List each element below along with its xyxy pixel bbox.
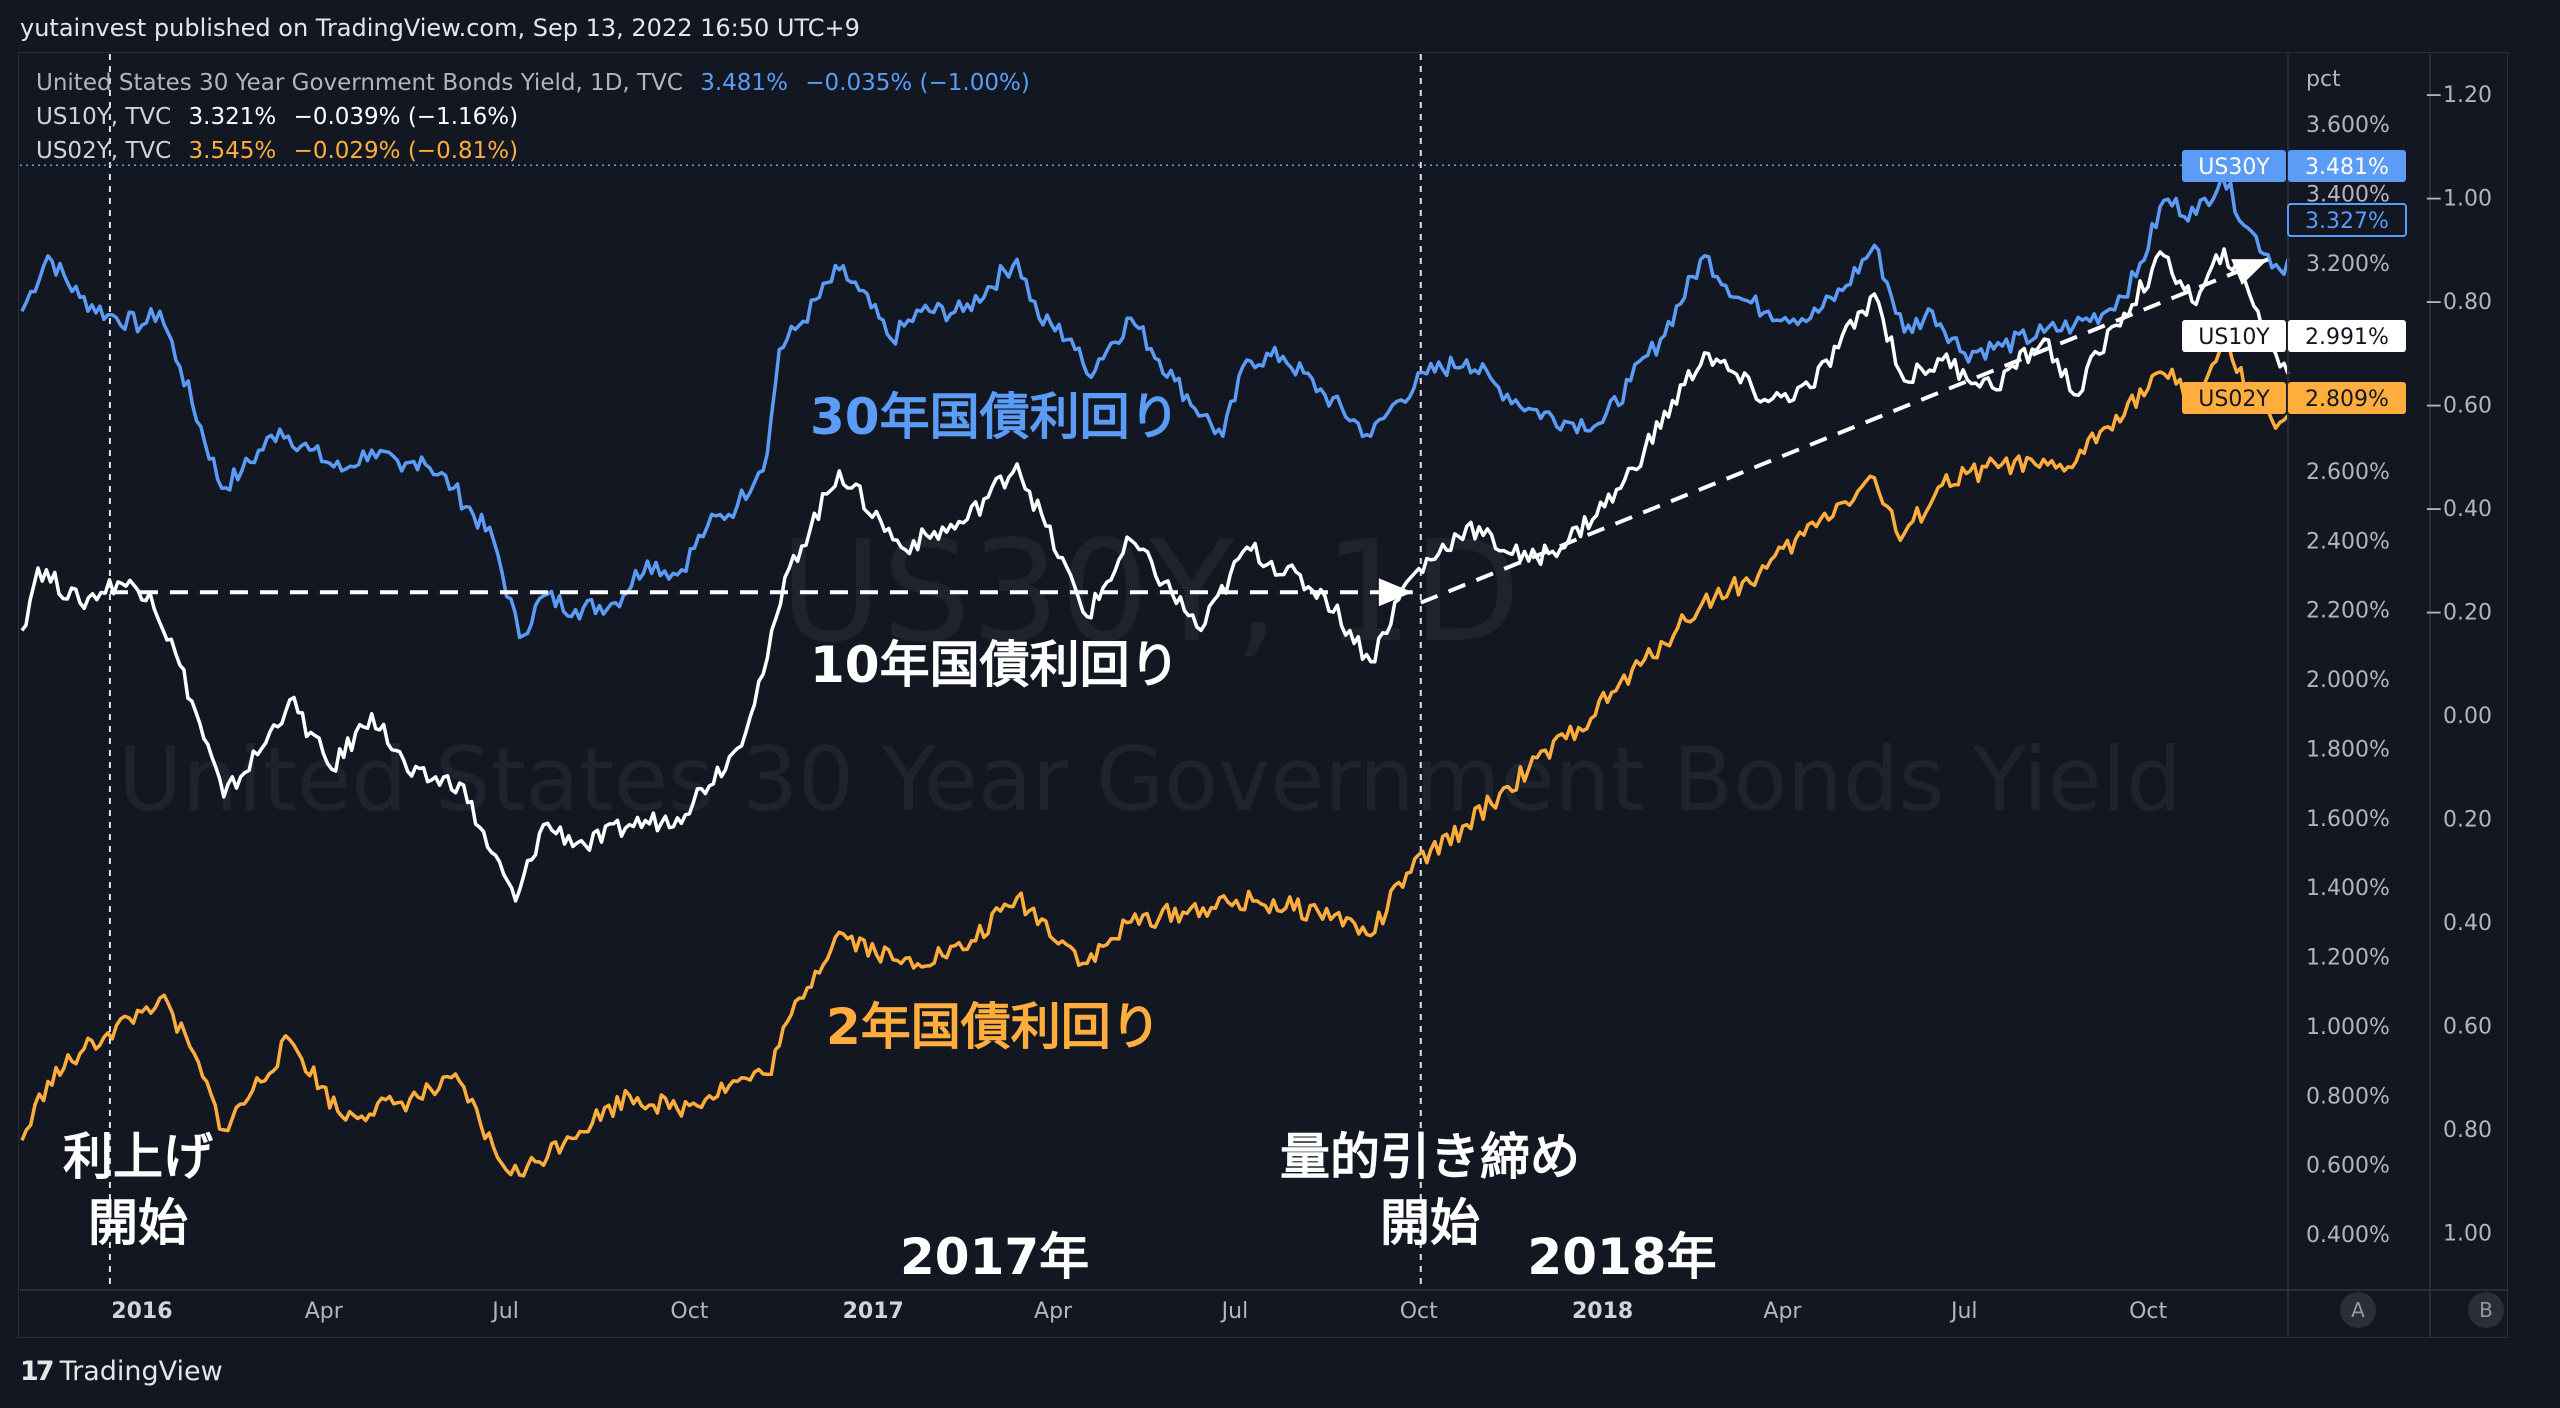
- badge-name: US30Y: [2198, 155, 2270, 180]
- legend-row-us30y[interactable]: United States 30 Year Government Bonds Y…: [36, 70, 1040, 96]
- trend-line-2[interactable]: [1420, 257, 2269, 605]
- secondary-tick-label: 0.40: [2443, 911, 2492, 936]
- price-tick-label: 0.400%: [2306, 1223, 2390, 1248]
- annotation-rate-hike: 利上げ: [63, 1128, 213, 1186]
- badge-name-bg: [2182, 382, 2286, 414]
- price-tick-label: 0.600%: [2306, 1154, 2390, 1179]
- secondary-tick-label: −0.60: [2425, 394, 2492, 419]
- secondary-tick-label: −0.20: [2425, 601, 2492, 626]
- badge-name-bg: [2182, 150, 2286, 182]
- price-tick-label: 2.600%: [2306, 460, 2390, 485]
- secondary-tick-label: 0.60: [2443, 1015, 2492, 1040]
- trend-arrow-1: [1378, 578, 1413, 607]
- tradingview-brand: TradingView: [59, 1356, 223, 1387]
- legend-value: 3.321%: [188, 104, 277, 130]
- badge-value: 3.481%: [2305, 155, 2389, 180]
- legend-name: US10Y, TVC: [36, 104, 172, 130]
- badge-value: 2.809%: [2305, 387, 2389, 412]
- series-line-us30y[interactable]: [20, 174, 2290, 640]
- badge-name-bg: [2182, 320, 2286, 352]
- series-line-us02y[interactable]: [20, 342, 2290, 1178]
- price-tick-label: 0.800%: [2306, 1084, 2390, 1109]
- time-tick-label: 2017: [843, 1299, 904, 1324]
- tradingview-logo-icon: 17: [20, 1356, 55, 1387]
- price-tick-label: 1.200%: [2306, 946, 2390, 971]
- time-tick-label: Jul: [1949, 1299, 1978, 1324]
- annotation-qt-start: 開始: [1380, 1194, 1480, 1252]
- time-tick-label: 2018: [1572, 1299, 1633, 1324]
- legend-value: 3.545%: [188, 138, 277, 164]
- price-tick-label: 2.400%: [2306, 529, 2390, 554]
- series-line-us10y[interactable]: [20, 247, 2290, 903]
- price-tick-label: 3.600%: [2306, 113, 2390, 138]
- badge-value-bg: [2287, 203, 2407, 237]
- chart-pane[interactable]: [18, 52, 2508, 1338]
- price-tick-label: 1.000%: [2306, 1015, 2390, 1040]
- time-tick-label: 2016: [111, 1299, 172, 1324]
- secondary-tick-label: −0.80: [2425, 290, 2492, 315]
- time-tick-label: Oct: [2129, 1299, 2167, 1324]
- secondary-tick-label: 0.80: [2443, 1118, 2492, 1143]
- price-scale-unit: pct: [2306, 67, 2341, 92]
- trend-arrow-2: [2231, 259, 2268, 285]
- annotation-year-2017: 2017年: [900, 1228, 1089, 1286]
- time-tick-label: Apr: [1763, 1299, 1802, 1324]
- badge-name: US10Y: [2198, 325, 2270, 350]
- legend-value: 3.481%: [700, 70, 788, 96]
- time-tick-label: Apr: [1034, 1299, 1073, 1324]
- price-tick-label: 2.000%: [2306, 668, 2390, 693]
- legend-row-us10y[interactable]: US10Y, TVC 3.321% −0.039% (−1.16%): [36, 104, 528, 130]
- time-tick-label: Oct: [670, 1299, 708, 1324]
- secondary-tick-label: 0.20: [2443, 808, 2492, 833]
- time-tick-label: Oct: [1400, 1299, 1438, 1324]
- time-tick-label: Apr: [305, 1299, 344, 1324]
- badge-value-bg: [2288, 320, 2406, 352]
- price-tick-label: 1.600%: [2306, 807, 2390, 832]
- legend-name: US02Y, TVC: [36, 138, 172, 164]
- price-tick-label: 1.400%: [2306, 876, 2390, 901]
- legend-name: United States 30 Year Government Bonds Y…: [36, 70, 683, 96]
- annotation-qt: 量的引き締め: [1280, 1128, 1580, 1186]
- secondary-tick-label: 1.00: [2443, 1222, 2492, 1247]
- badge-value: 2.991%: [2305, 325, 2389, 350]
- price-tick-label: 3.200%: [2306, 252, 2390, 277]
- price-tick-label: 1.800%: [2306, 737, 2390, 762]
- badge-name: US02Y: [2198, 387, 2270, 412]
- scale-button-b[interactable]: B: [2468, 1292, 2504, 1328]
- annotation-us10y: 10年国債利回り: [810, 636, 1180, 694]
- publish-info: yutainvest published on TradingView.com,…: [20, 14, 860, 42]
- annotation-us30y: 30年国債利回り: [810, 388, 1180, 446]
- badge-value: 3.327%: [2305, 209, 2389, 234]
- legend-change: −0.039% (−1.16%): [293, 104, 519, 130]
- legend-change: −0.035% (−1.00%): [805, 70, 1030, 96]
- legend-row-us02y[interactable]: US02Y, TVC 3.545% −0.029% (−0.81%): [36, 138, 528, 164]
- secondary-tick-label: −1.20: [2425, 83, 2492, 108]
- annotation-year-2018: 2018年: [1527, 1228, 1716, 1286]
- time-tick-label: Jul: [490, 1299, 519, 1324]
- badge-value-bg: [2288, 382, 2406, 414]
- secondary-tick-label: −1.00: [2425, 187, 2492, 212]
- watermark-description: United States 30 Year Government Bonds Y…: [118, 728, 2182, 831]
- scale-button-a[interactable]: A: [2340, 1292, 2376, 1328]
- annotation-us02y: 2年国債利回り: [826, 998, 1161, 1056]
- secondary-tick-label: −0.40: [2425, 497, 2492, 522]
- price-tick-label: 2.200%: [2306, 599, 2390, 624]
- badge-value-bg: [2288, 150, 2406, 182]
- tradingview-logo[interactable]: 17 TradingView: [20, 1356, 223, 1387]
- secondary-tick-label: 0.00: [2443, 704, 2492, 729]
- annotation-rate-hike-start: 開始: [88, 1194, 188, 1252]
- legend-change: −0.029% (−0.81%): [293, 138, 519, 164]
- time-tick-label: Jul: [1220, 1299, 1249, 1324]
